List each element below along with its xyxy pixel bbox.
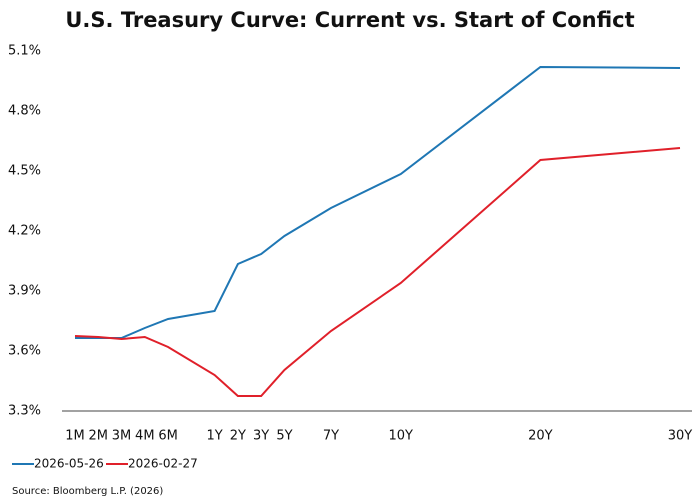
x-tick-label: 5Y [276,429,292,444]
legend-label: 2026-02-27 [128,457,198,471]
x-tick-label: 2M [89,429,109,444]
x-tick-label: 4M [135,429,155,444]
y-tick-label: 4.8% [8,104,41,119]
x-tick-label: 10Y [389,429,414,444]
legend-label: 2026-05-26 [34,457,104,471]
chart-title: U.S. Treasury Curve: Current vs. Start o… [65,8,634,32]
x-tick-label: 7Y [323,429,339,444]
x-tick-label: 6M [158,429,178,444]
x-tick-label: 30Y [668,429,693,444]
y-tick-label: 3.6% [8,344,41,359]
y-tick-label: 5.1% [8,44,41,59]
y-tick-label: 4.2% [8,224,41,239]
series-line [75,65,681,339]
x-tick-label: 1Y [207,429,223,444]
y-tick-label: 4.5% [8,164,41,179]
x-tick-label: 3Y [253,429,269,444]
series-line [74,147,681,397]
x-tick-label: 1M [65,429,85,444]
y-tick-label: 3.9% [8,284,41,299]
y-tick-label: 3.3% [8,404,41,419]
x-tick-label: 2Y [230,429,246,444]
x-tick-label: 20Y [528,429,553,444]
source: Source: Bloomberg L.P. (2026) [12,486,163,497]
x-tick-label: 3M [112,429,132,444]
